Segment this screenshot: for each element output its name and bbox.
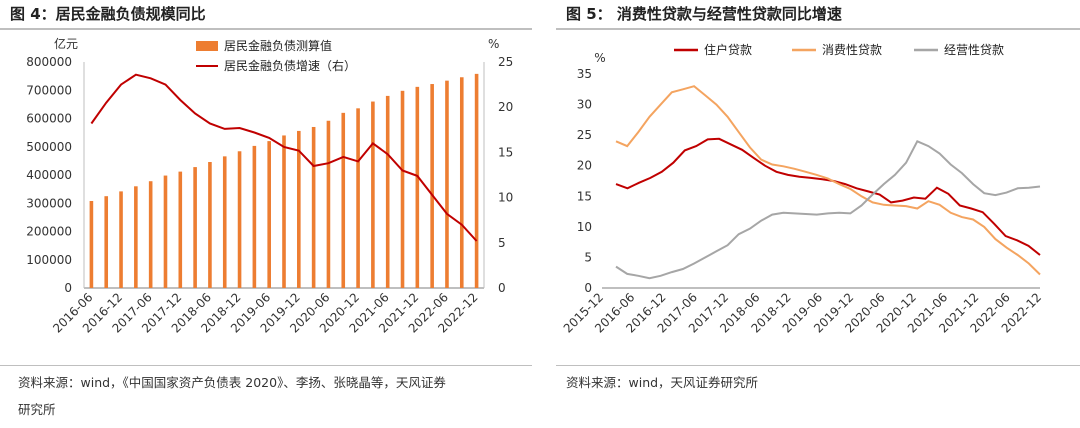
- bar: [356, 108, 360, 288]
- series-line: [615, 140, 1041, 280]
- bar: [163, 175, 168, 288]
- y-unit: %: [594, 51, 605, 65]
- y-left-tick-label: 0: [64, 281, 72, 295]
- y-right-tick-label: 5: [498, 236, 506, 250]
- y-left-tick-label: 300000: [26, 196, 72, 210]
- left-source-line2: 研究所: [18, 402, 56, 417]
- bar: [415, 86, 420, 288]
- bar: [341, 112, 346, 288]
- bar: [148, 181, 153, 288]
- left-source-rule: [0, 365, 532, 366]
- bar: [237, 151, 242, 288]
- bar: [208, 162, 212, 288]
- legend-bar-label: 居民金融负债测算值: [224, 38, 332, 53]
- y-left-tick-label: 400000: [26, 168, 72, 182]
- bar: [134, 186, 138, 288]
- y-right-tick-label: 25: [498, 55, 513, 69]
- y-left-tick-label: 100000: [26, 253, 72, 267]
- y-tick-label: 30: [577, 98, 592, 112]
- y-tick-label: 0: [584, 281, 592, 295]
- series-line: [615, 85, 1041, 276]
- bar: [267, 141, 271, 288]
- y-tick-label: 10: [577, 220, 592, 234]
- y-tick-label: 15: [577, 189, 592, 203]
- bar: [371, 101, 375, 288]
- left-y-unit: 亿元: [54, 36, 78, 51]
- bar: [178, 171, 183, 288]
- right-chart-title: 图 5： 消费性贷款与经营性贷款同比增速: [556, 0, 1080, 30]
- y-right-tick-label: 0: [498, 281, 506, 295]
- y-left-tick-label: 500000: [26, 140, 72, 154]
- right-source-line1: 资料来源：wind，天风证券研究所: [566, 375, 759, 390]
- y-tick-label: 35: [577, 67, 592, 81]
- y-tick-label: 20: [577, 159, 592, 173]
- right-chart: %051015202530352015-122016-062016-122017…: [561, 42, 1044, 336]
- bar: [297, 130, 301, 288]
- right-panel: 图 5： 消费性贷款与经营性贷款同比增速 % 0 5 10 15 20 25 30 35 2015…: [556, 0, 1080, 428]
- left-chart: 亿元 % 0 100000 200000 300000 400000 500000 600000…: [26, 36, 513, 336]
- bar: [193, 167, 197, 288]
- bar: [89, 200, 94, 288]
- legend-label: 住户贷款: [704, 42, 752, 57]
- left-source-line1: 资料来源：wind，《中国国家资产负债表 2020》、李扬、张晓晶等，天风证券: [18, 375, 446, 390]
- right-y-unit: %: [488, 37, 499, 51]
- right-source-rule: [556, 365, 1080, 366]
- growth-line: [90, 73, 478, 242]
- y-left-tick-label: 800000: [26, 55, 72, 69]
- bar: [252, 145, 257, 288]
- y-tick-label: 5: [584, 250, 592, 264]
- bar: [282, 135, 286, 288]
- bar: [400, 90, 405, 288]
- legend-line-label: 居民金融负债增速（右）: [224, 58, 356, 73]
- left-panel: 图 4：居民金融负债规模同比 亿元% 0 100000 200000 300000 400…: [0, 0, 532, 428]
- y-right-tick-label: 10: [498, 191, 513, 205]
- bar: [104, 196, 109, 288]
- bar: [311, 126, 316, 288]
- series-line: [615, 137, 1041, 256]
- left-chart-title: 图 4：居民金融负债规模同比: [0, 0, 532, 30]
- bar: [326, 120, 331, 288]
- y-right-tick-label: 15: [498, 145, 513, 159]
- y-tick-label: 25: [577, 128, 592, 142]
- bar: [430, 84, 434, 288]
- y-left-tick-label: 200000: [26, 225, 72, 239]
- bar: [119, 191, 123, 288]
- legend-label: 经营性贷款: [944, 43, 1004, 57]
- bar: [222, 156, 227, 288]
- bar: [459, 77, 464, 288]
- bar: [445, 80, 449, 288]
- legend-bar-swatch: [196, 41, 218, 51]
- y-left-tick-label: 700000: [26, 83, 72, 97]
- y-left-tick-label: 600000: [26, 112, 72, 126]
- y-right-tick-label: 20: [498, 100, 513, 114]
- legend-label: 消费性贷款: [822, 43, 882, 57]
- bar: [474, 73, 479, 288]
- bar: [385, 95, 390, 289]
